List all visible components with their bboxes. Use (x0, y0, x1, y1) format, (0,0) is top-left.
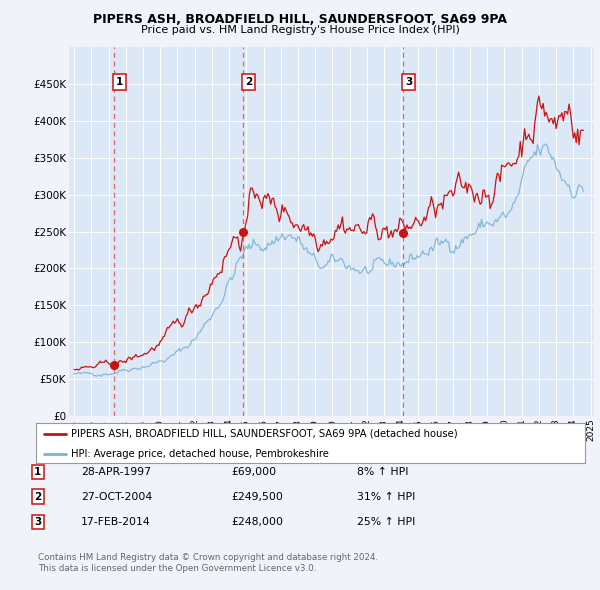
Text: PIPERS ASH, BROADFIELD HILL, SAUNDERSFOOT, SA69 9PA (detached house): PIPERS ASH, BROADFIELD HILL, SAUNDERSFOO… (71, 429, 457, 439)
Text: 17-FEB-2014: 17-FEB-2014 (81, 517, 151, 527)
Text: Price paid vs. HM Land Registry's House Price Index (HPI): Price paid vs. HM Land Registry's House … (140, 25, 460, 35)
Text: 8% ↑ HPI: 8% ↑ HPI (357, 467, 409, 477)
Text: 3: 3 (405, 77, 412, 87)
Text: 31% ↑ HPI: 31% ↑ HPI (357, 492, 415, 502)
Text: £249,500: £249,500 (231, 492, 283, 502)
Text: HPI: Average price, detached house, Pembrokeshire: HPI: Average price, detached house, Pemb… (71, 450, 328, 460)
Text: 3: 3 (34, 517, 41, 527)
Text: 27-OCT-2004: 27-OCT-2004 (81, 492, 152, 502)
Text: PIPERS ASH, BROADFIELD HILL, SAUNDERSFOOT, SA69 9PA: PIPERS ASH, BROADFIELD HILL, SAUNDERSFOO… (93, 13, 507, 26)
Text: 28-APR-1997: 28-APR-1997 (81, 467, 151, 477)
Text: £248,000: £248,000 (231, 517, 283, 527)
Text: 1: 1 (34, 467, 41, 477)
Text: 25% ↑ HPI: 25% ↑ HPI (357, 517, 415, 527)
Text: 2: 2 (34, 492, 41, 502)
Text: 2: 2 (245, 77, 252, 87)
Text: Contains HM Land Registry data © Crown copyright and database right 2024.: Contains HM Land Registry data © Crown c… (38, 553, 378, 562)
Text: 1: 1 (116, 77, 123, 87)
Text: This data is licensed under the Open Government Licence v3.0.: This data is licensed under the Open Gov… (38, 565, 316, 573)
Text: £69,000: £69,000 (231, 467, 276, 477)
